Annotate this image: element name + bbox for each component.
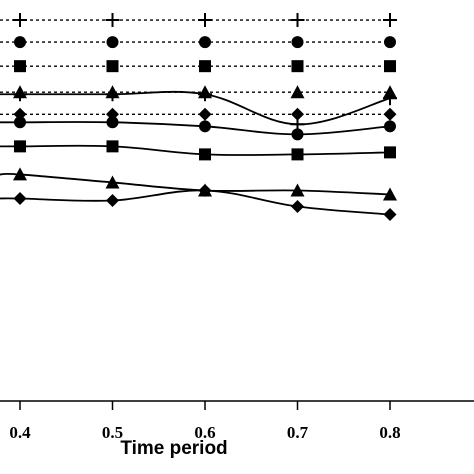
diamond-marker-s9-p3: [291, 200, 304, 214]
x-tick-label: 0.5: [102, 423, 123, 442]
square-marker-s7-p0: [14, 140, 26, 153]
x-tick-label: 0.6: [194, 423, 215, 442]
square-marker-s7-p2: [199, 148, 211, 161]
circle-marker-s1-p4: [384, 36, 396, 49]
triangle-marker-s3-p3: [290, 85, 305, 99]
solid-circle-series-line: [0, 121, 391, 136]
solid-diamond-series-line: [0, 189, 391, 216]
plus-marker-s5-p4: [383, 91, 397, 106]
diamond-marker-s9-p0: [13, 191, 27, 205]
x-tick-label: 0.7: [287, 423, 309, 442]
square-marker-s7-p4: [384, 146, 396, 159]
diamond-marker-s4-p3: [291, 107, 304, 121]
x-tick-label: 0.4: [9, 423, 31, 442]
circle-marker-s1-p2: [199, 36, 211, 49]
triangle-marker-s8-p0: [13, 167, 27, 181]
solid-plus-series-line: [0, 90, 391, 126]
square-marker-s7-p3: [291, 148, 304, 161]
plus-marker-s0-p2: [198, 13, 212, 28]
circle-marker-s6-p4: [384, 120, 396, 133]
plus-marker-s5-p1: [105, 87, 120, 102]
series-layer: [0, 19, 391, 216]
diamond-marker-s4-p4: [383, 107, 397, 121]
circle-marker-s6-p3: [291, 128, 304, 141]
plus-marker-s0-p3: [290, 13, 305, 28]
x-axis-label: Time period: [120, 438, 227, 459]
triangle-marker-s8-p3: [290, 183, 305, 197]
diamond-marker-s9-p1: [106, 194, 119, 207]
solid-square-series-line: [0, 144, 391, 157]
circle-marker-s1-p3: [291, 36, 304, 49]
plus-marker-s5-p2: [198, 87, 212, 102]
circle-marker-s6-p2: [199, 120, 211, 133]
x-tick-layer: 0.40.50.60.70.80: [9, 401, 401, 442]
circle-marker-s6-p1: [106, 116, 119, 129]
square-marker-s2-p0: [14, 60, 26, 73]
circle-marker-s6-p0: [14, 116, 26, 129]
square-marker-s2-p3: [291, 60, 304, 73]
circle-marker-s1-p0: [14, 36, 26, 49]
diamond-marker-s4-p2: [198, 107, 212, 121]
square-marker-s2-p4: [384, 60, 396, 73]
x-tick-label: 0.8: [379, 423, 400, 442]
diamond-marker-s9-p2: [198, 183, 212, 197]
square-marker-s7-p1: [106, 140, 119, 153]
square-marker-s2-p1: [106, 60, 119, 73]
square-marker-s2-p2: [199, 60, 211, 73]
triangle-marker-s8-p1: [105, 175, 120, 189]
marker-layer: [13, 13, 397, 222]
plus-marker-s0-p4: [383, 13, 397, 28]
plus-marker-s0-p0: [13, 13, 27, 28]
diamond-marker-s9-p4: [383, 208, 397, 222]
circle-marker-s1-p1: [106, 36, 119, 49]
plus-marker-s0-p1: [105, 13, 120, 28]
plus-marker-s5-p0: [13, 87, 27, 102]
triangle-marker-s8-p4: [383, 187, 397, 201]
